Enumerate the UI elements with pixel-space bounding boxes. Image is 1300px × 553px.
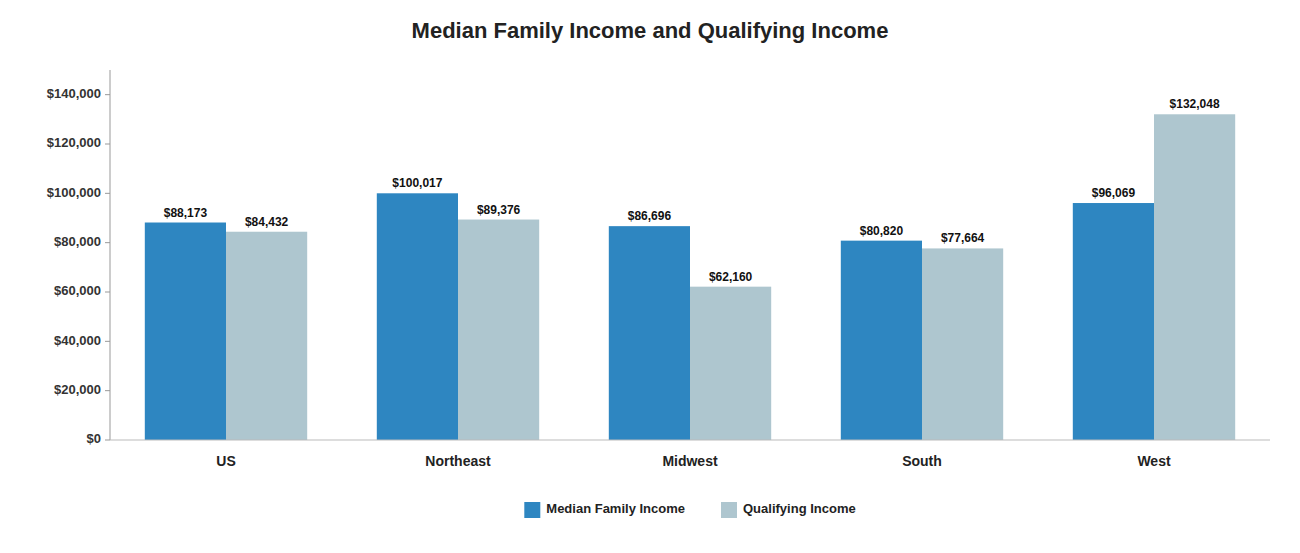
y-tick-label: $40,000: [54, 333, 101, 348]
title: Median Family Income and Qualifying Inco…: [412, 18, 889, 43]
y-tick-label: $0: [87, 431, 101, 446]
bar: [609, 226, 690, 440]
data-label: $89,376: [477, 203, 521, 217]
data-label: $96,069: [1092, 186, 1136, 200]
y-tick-label: $20,000: [54, 382, 101, 397]
data-labels: $88,173 $100,017 $86,696 $80,820 $96,069 $84,…: [164, 97, 1220, 283]
data-label: $77,664: [941, 231, 985, 245]
legend-label: Qualifying Income: [743, 501, 856, 516]
y-tick: [105, 94, 110, 95]
data-label: $132,048: [1170, 97, 1220, 111]
y-tick: [105, 390, 110, 391]
legend-item: Qualifying Income: [721, 501, 856, 518]
y-tick-label: $100,000: [47, 185, 101, 200]
legend-swatch: [524, 502, 540, 518]
x-tick-label: Midwest: [662, 453, 718, 469]
x-tick-label: West: [1137, 453, 1171, 469]
y-axis: $0 $20,000 $40,000 $60,000 $80,000 $100,000 $1…: [47, 70, 110, 446]
bar: [1154, 114, 1235, 440]
x-tick-label: Northeast: [425, 453, 491, 469]
x-tick-label: US: [216, 453, 235, 469]
chart: Median Family Income and Qualifying Inco…: [0, 0, 1300, 553]
y-tick-label: $80,000: [54, 234, 101, 249]
bar: [145, 223, 226, 440]
data-label: $88,173: [164, 206, 208, 220]
legend-label: Median Family Income: [546, 501, 685, 516]
legend: Median Family Income Qualifying Income: [524, 501, 855, 518]
data-label: $80,820: [860, 224, 904, 238]
bar: [1073, 203, 1154, 440]
bar: [226, 232, 307, 440]
data-label: $84,432: [245, 215, 289, 229]
y-tick: [105, 292, 110, 293]
y-tick-label: $120,000: [47, 135, 101, 150]
y-tick: [105, 341, 110, 342]
x-axis: US Northeast Midwest South West: [110, 440, 1270, 469]
y-tick: [105, 242, 110, 243]
x-axis-line: [110, 440, 1270, 441]
bar: [841, 241, 922, 440]
y-tick: [105, 193, 110, 194]
bar: [377, 193, 458, 440]
data-label: $62,160: [709, 270, 753, 284]
y-axis-line: [110, 70, 111, 440]
legend-swatch: [721, 502, 737, 518]
y-tick: [105, 440, 110, 441]
data-label: $86,696: [628, 209, 672, 223]
y-tick-label: $60,000: [54, 283, 101, 298]
x-tick-label: South: [902, 453, 942, 469]
y-tick: [105, 144, 110, 145]
bar: [458, 220, 539, 440]
y-tick-label: $140,000: [47, 86, 101, 101]
bars: [145, 114, 1235, 440]
legend-item: Median Family Income: [524, 501, 685, 518]
data-label: $100,017: [392, 176, 442, 190]
bar: [922, 248, 1003, 440]
bar: [690, 287, 771, 440]
